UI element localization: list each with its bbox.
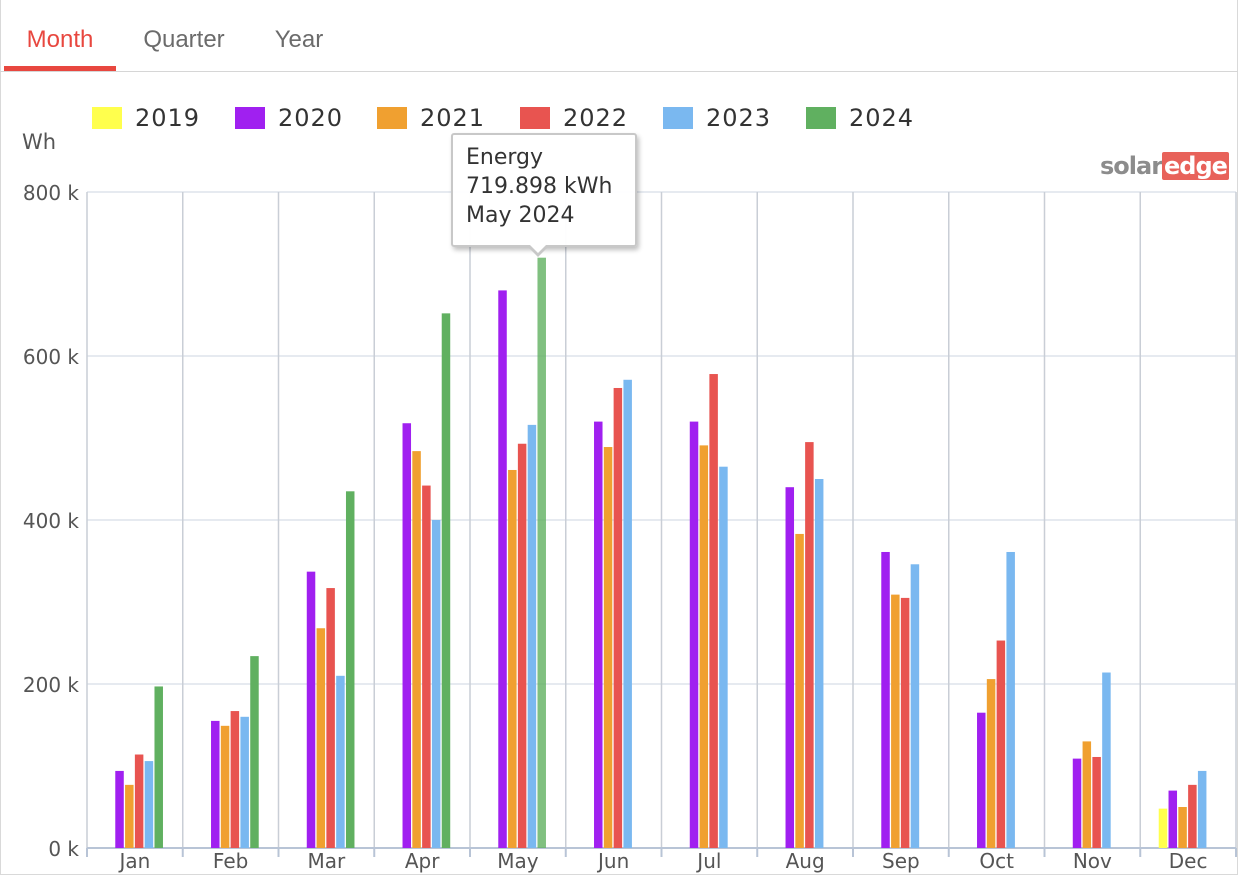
legend-label-2019: 2019 <box>135 104 201 132</box>
bar-2020-mar <box>306 571 316 848</box>
bar-2021-oct <box>986 679 996 848</box>
bar-2022-nov <box>1092 756 1101 848</box>
bar-2023-oct <box>1006 551 1015 848</box>
bar-2020-apr <box>402 423 412 848</box>
bar-2023-jan <box>144 761 154 848</box>
legend-swatch-2023 <box>663 107 693 129</box>
x-tick-label: Apr <box>405 849 440 873</box>
x-tick-label: Feb <box>213 849 248 873</box>
tab-month[interactable]: Month <box>26 26 94 53</box>
bar-2021-jan <box>125 784 134 848</box>
bar-2020-aug <box>785 487 795 848</box>
x-tick-label: Jan <box>117 849 150 873</box>
x-tick-label: Nov <box>1073 849 1112 873</box>
legend-label-2022: 2022 <box>563 104 629 132</box>
x-tick-label: Sep <box>882 849 920 873</box>
bar-2022-oct <box>996 640 1006 848</box>
y-tick-label: 200 k <box>23 673 80 697</box>
bar-2020-jun <box>594 421 603 848</box>
bar-2022-apr <box>422 485 431 848</box>
legend-swatch-2019 <box>92 107 122 129</box>
bar-2022-jan <box>134 754 144 848</box>
chart-legend: 2019 2020 2021 2022 2023 2024 <box>0 104 1238 134</box>
active-tab-indicator <box>4 66 116 71</box>
x-tick-label: Jul <box>695 849 721 873</box>
bar-2021-dec <box>1178 807 1187 848</box>
bar-2021-nov <box>1082 741 1092 848</box>
bar-2023-feb <box>240 716 249 848</box>
tooltip-pointer <box>526 243 550 257</box>
period-tabs: Month Quarter Year <box>0 0 1238 72</box>
y-tick-label: 0 k <box>48 837 79 861</box>
bar-2022-mar <box>326 588 335 848</box>
bar-2021-aug <box>795 533 804 848</box>
bar-2023-jul <box>719 466 728 848</box>
bar-2023-mar <box>336 675 345 848</box>
bar-2020-feb <box>211 720 220 848</box>
tooltip-period: May 2024 <box>466 203 575 228</box>
logo-text-edge: edge <box>1162 152 1229 180</box>
bar-2020-nov <box>1072 758 1082 848</box>
x-tick-label: Aug <box>786 849 825 873</box>
bar-2021-may <box>508 469 517 848</box>
bar-2019-dec <box>1158 808 1168 848</box>
x-tick-label: Dec <box>1169 849 1208 873</box>
x-tick-label: Jun <box>596 849 629 873</box>
bar-2023-aug <box>814 479 824 848</box>
bar-2022-dec <box>1188 784 1197 848</box>
legend-swatch-2020 <box>235 107 265 129</box>
bar-2023-apr <box>431 520 441 848</box>
bar-2021-sep <box>891 594 900 848</box>
bar-2022-sep <box>900 597 910 848</box>
bar-2021-apr <box>412 451 421 848</box>
bar-2020-jul <box>689 421 699 848</box>
bar-2024-mar <box>345 491 355 848</box>
bar-2021-jul <box>699 445 709 848</box>
logo-text-solar: solar <box>1100 152 1163 180</box>
bar-2024-jan <box>154 686 163 848</box>
legend-swatch-2024 <box>806 107 836 129</box>
bar-2022-aug <box>805 442 814 848</box>
bar-2023-may <box>527 424 537 848</box>
x-tick-label: Oct <box>979 849 1014 873</box>
bar-2020-may <box>498 290 507 848</box>
x-tick-label: Mar <box>308 849 347 873</box>
bar-2022-may <box>517 443 527 848</box>
y-axis-unit-label: Wh <box>22 130 57 154</box>
bar-2021-feb <box>220 725 230 848</box>
x-tick-label: May <box>497 849 539 873</box>
legend-label-2023: 2023 <box>706 104 772 132</box>
bar-2024-feb <box>250 656 259 848</box>
legend-label-2020: 2020 <box>278 104 344 132</box>
bar-2023-jun <box>623 379 632 848</box>
tab-year[interactable]: Year <box>274 26 324 53</box>
bar-2022-jul <box>709 374 718 848</box>
y-tick-label: 800 k <box>23 181 80 205</box>
y-tick-label: 400 k <box>23 509 80 533</box>
bar-2021-mar <box>316 628 326 848</box>
solaredge-logo: solaredge <box>1100 152 1229 180</box>
y-tick-label: 600 k <box>23 345 80 369</box>
bar-2020-dec <box>1168 790 1178 848</box>
bar-2023-nov <box>1102 672 1111 848</box>
tab-quarter[interactable]: Quarter <box>143 26 225 53</box>
bar-2020-oct <box>977 712 986 848</box>
bar-2020-jan <box>115 770 124 848</box>
bar-2022-jun <box>613 387 623 848</box>
bar-2024-may <box>537 257 546 848</box>
legend-label-2021: 2021 <box>420 104 486 132</box>
legend-swatch-2022 <box>520 107 550 129</box>
bar-2020-sep <box>881 551 890 848</box>
bar-2022-feb <box>230 711 240 848</box>
tooltip-title: Energy <box>466 145 544 170</box>
energy-tooltip: Energy 719.898 kWh May 2024 <box>451 133 637 247</box>
bar-2023-dec <box>1197 770 1207 848</box>
bar-2021-jun <box>603 447 613 848</box>
legend-label-2024: 2024 <box>849 104 915 132</box>
legend-swatch-2021 <box>377 107 407 129</box>
bar-2023-sep <box>910 564 920 848</box>
tooltip-value: 719.898 kWh <box>466 174 613 199</box>
bar-2024-apr <box>441 313 451 848</box>
